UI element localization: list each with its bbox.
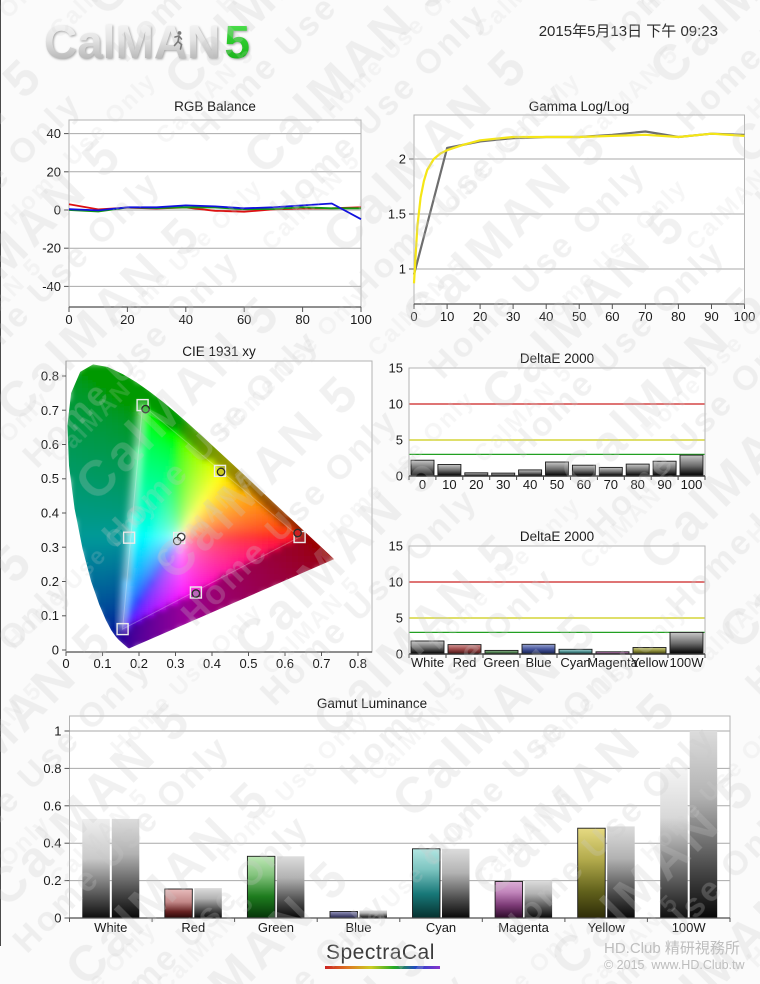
svg-text:Yellow: Yellow <box>588 920 626 935</box>
svg-text:Red: Red <box>181 920 205 935</box>
svg-text:30: 30 <box>506 309 520 324</box>
svg-text:0.4: 0.4 <box>203 656 221 671</box>
svg-text:20: 20 <box>473 309 487 324</box>
svg-text:60: 60 <box>237 312 251 327</box>
svg-text:0: 0 <box>410 309 417 324</box>
svg-text:CIE 1931 xy: CIE 1931 xy <box>182 344 256 359</box>
svg-text:30: 30 <box>496 477 510 492</box>
svg-text:100W: 100W <box>670 655 705 670</box>
svg-text:0.2: 0.2 <box>130 656 148 671</box>
svg-text:0.1: 0.1 <box>41 608 59 623</box>
svg-text:20: 20 <box>120 312 134 327</box>
svg-text:40: 40 <box>539 309 553 324</box>
svg-text:0.4: 0.4 <box>41 506 59 521</box>
svg-text:0.6: 0.6 <box>41 437 59 452</box>
svg-text:Blue: Blue <box>525 655 551 670</box>
svg-text:5: 5 <box>396 433 403 448</box>
svg-text:2: 2 <box>399 152 406 167</box>
svg-text:80: 80 <box>671 309 685 324</box>
svg-text:RGB Balance: RGB Balance <box>174 99 256 114</box>
svg-text:DeltaE 2000: DeltaE 2000 <box>520 529 594 544</box>
svg-text:50: 50 <box>550 477 564 492</box>
svg-text:0.7: 0.7 <box>41 403 59 418</box>
svg-text:Blue: Blue <box>345 920 371 935</box>
svg-text:100: 100 <box>681 477 703 492</box>
svg-text:90: 90 <box>657 477 671 492</box>
svg-text:0: 0 <box>62 656 69 671</box>
svg-text:Red: Red <box>453 655 477 670</box>
svg-text:0.4: 0.4 <box>43 836 61 851</box>
svg-text:0.8: 0.8 <box>43 761 61 776</box>
svg-text:0.2: 0.2 <box>41 574 59 589</box>
svg-text:70: 70 <box>638 309 652 324</box>
svg-text:White: White <box>94 920 127 935</box>
svg-text:60: 60 <box>605 309 619 324</box>
svg-text:1: 1 <box>54 724 61 739</box>
svg-text:0.2: 0.2 <box>43 873 61 888</box>
svg-text:1.5: 1.5 <box>388 207 406 222</box>
svg-text:-40: -40 <box>42 279 61 294</box>
svg-text:Cyan: Cyan <box>560 655 590 670</box>
svg-text:40: 40 <box>523 477 537 492</box>
svg-text:0.1: 0.1 <box>93 656 111 671</box>
svg-text:15: 15 <box>389 361 403 376</box>
svg-text:Yellow: Yellow <box>631 655 669 670</box>
svg-text:90: 90 <box>704 309 718 324</box>
svg-text:Green: Green <box>258 920 294 935</box>
svg-text:50: 50 <box>572 309 586 324</box>
svg-text:70: 70 <box>604 477 618 492</box>
svg-text:0: 0 <box>396 647 403 662</box>
svg-text:0: 0 <box>419 477 426 492</box>
svg-text:20: 20 <box>47 164 61 179</box>
svg-text:15: 15 <box>389 539 403 554</box>
svg-text:0: 0 <box>65 312 72 327</box>
svg-text:Cyan: Cyan <box>426 920 456 935</box>
svg-text:0.6: 0.6 <box>276 656 294 671</box>
svg-text:Gamma Log/Log: Gamma Log/Log <box>529 99 630 114</box>
svg-text:Green: Green <box>483 655 519 670</box>
svg-text:100W: 100W <box>672 920 707 935</box>
svg-text:0.3: 0.3 <box>41 540 59 555</box>
svg-text:0: 0 <box>54 203 61 218</box>
svg-text:0.5: 0.5 <box>239 656 257 671</box>
svg-text:0.5: 0.5 <box>41 471 59 486</box>
svg-text:Magenta: Magenta <box>498 920 549 935</box>
svg-text:0.8: 0.8 <box>41 369 59 384</box>
svg-text:10: 10 <box>389 397 403 412</box>
svg-text:10: 10 <box>442 477 456 492</box>
svg-text:DeltaE 2000: DeltaE 2000 <box>520 351 594 366</box>
svg-text:Gamut Luminance: Gamut Luminance <box>317 696 427 711</box>
svg-text:100: 100 <box>350 312 372 327</box>
svg-text:0.3: 0.3 <box>166 656 184 671</box>
svg-text:0: 0 <box>396 469 403 484</box>
svg-text:1: 1 <box>399 262 406 277</box>
svg-text:0: 0 <box>54 911 61 926</box>
svg-text:80: 80 <box>295 312 309 327</box>
svg-text:10: 10 <box>440 309 454 324</box>
svg-text:0.6: 0.6 <box>43 798 61 813</box>
svg-text:White: White <box>411 655 444 670</box>
svg-text:80: 80 <box>630 477 644 492</box>
svg-text:10: 10 <box>389 575 403 590</box>
svg-text:40: 40 <box>47 126 61 141</box>
svg-text:60: 60 <box>577 477 591 492</box>
svg-text:0.7: 0.7 <box>312 656 330 671</box>
svg-text:0.8: 0.8 <box>349 656 367 671</box>
svg-text:100: 100 <box>734 309 756 324</box>
svg-text:20: 20 <box>469 477 483 492</box>
svg-text:40: 40 <box>179 312 193 327</box>
svg-text:0: 0 <box>52 643 59 658</box>
svg-text:-20: -20 <box>42 241 61 256</box>
svg-text:5: 5 <box>396 611 403 626</box>
